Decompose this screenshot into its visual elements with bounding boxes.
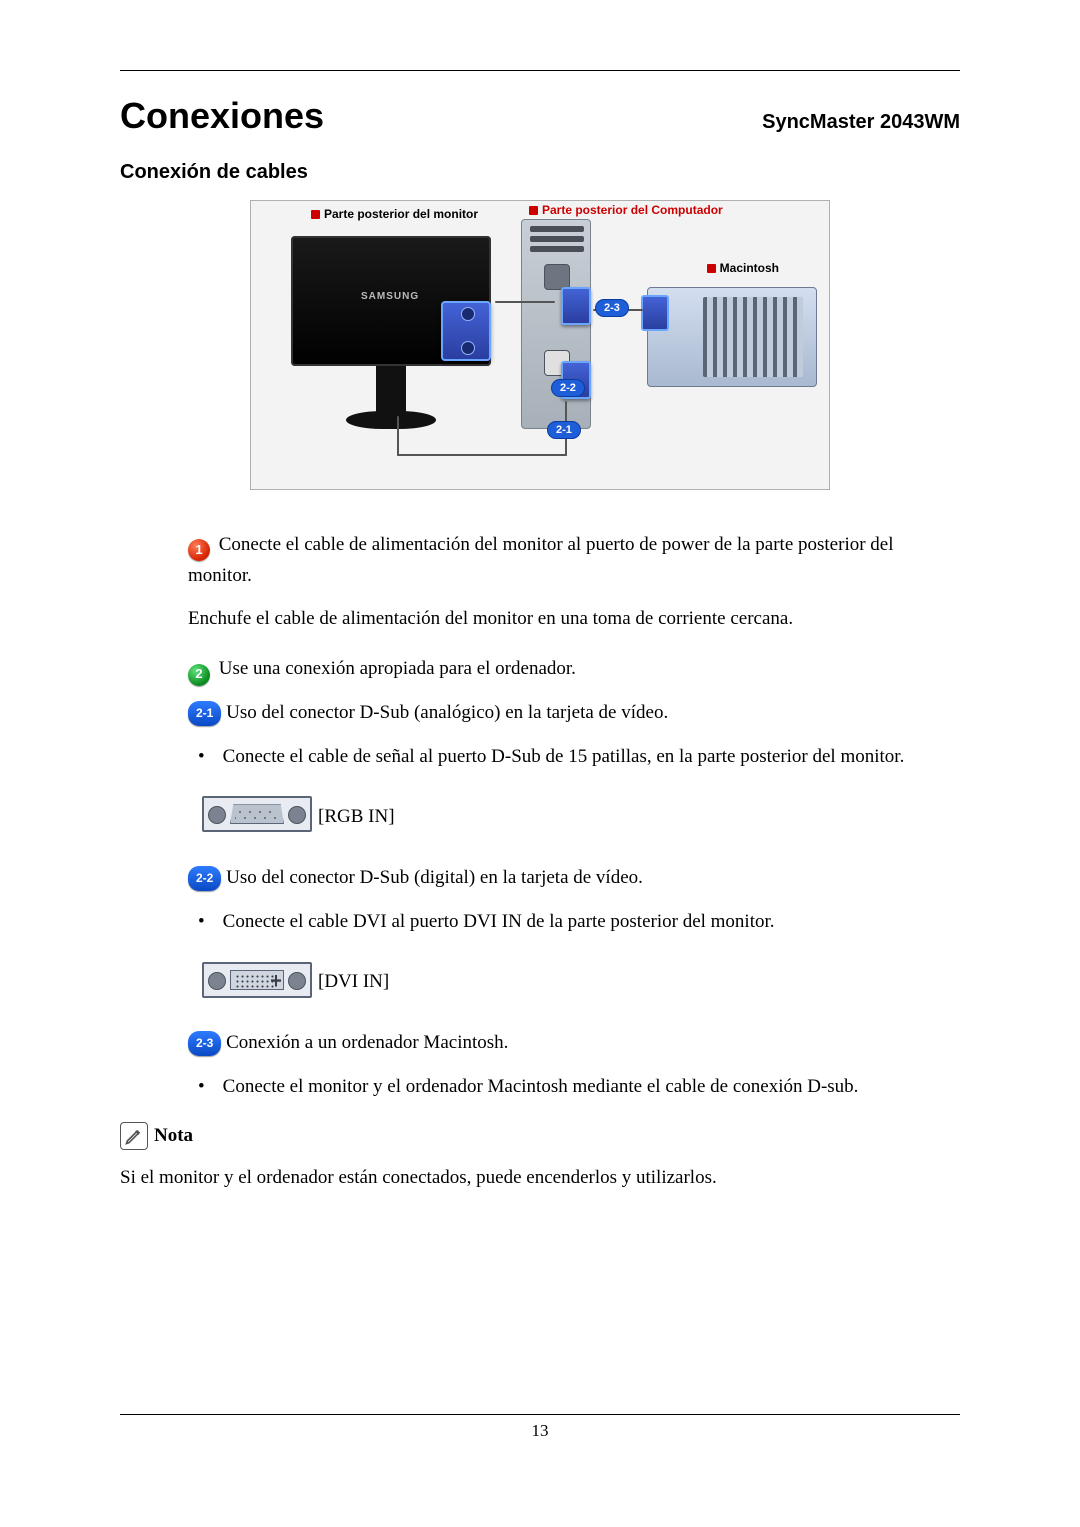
step-21: 2-1 Uso del conector D-Sub (analógico) e… xyxy=(188,698,960,728)
dvi-connector-row: [DVI IN] xyxy=(202,962,389,998)
monitor-base xyxy=(346,411,436,429)
note-label: Nota xyxy=(154,1121,193,1151)
product-name: SyncMaster 2043WM xyxy=(762,111,960,134)
monitor-stand xyxy=(376,366,406,416)
step-2-text: Use una conexión apropiada para el orden… xyxy=(219,658,576,679)
rgb-connector-row: [RGB IN] xyxy=(202,796,395,832)
monitor-connector-block xyxy=(441,301,491,361)
badge-1-wrap: 1 xyxy=(188,539,210,561)
bullet-23-text: Conecte el monitor y el ordenador Macint… xyxy=(223,1072,859,1102)
red-square-icon xyxy=(707,264,716,273)
rgb-label: [RGB IN] xyxy=(318,802,395,832)
step-21-text: Uso del conector D-Sub (analógico) en la… xyxy=(226,702,668,723)
diagram-tag-21: 2-1 xyxy=(547,421,581,439)
step-1b: Enchufe el cable de alimentación del mon… xyxy=(188,604,960,634)
wire xyxy=(397,454,567,456)
step-1a-text: Conecte el cable de alimentación del mon… xyxy=(188,534,894,586)
bullet-dot: • xyxy=(188,1072,205,1102)
mac-graphic xyxy=(647,287,817,387)
step-23-text: Conexión a un ordenador Macintosh. xyxy=(226,1032,508,1053)
bullet-21: • Conecte el cable de señal al puerto D-… xyxy=(188,742,960,772)
badge-2-wrap: 2 xyxy=(188,664,210,686)
mac-connector xyxy=(641,295,669,331)
pc-connector-upper xyxy=(561,287,591,325)
bottom-rule xyxy=(120,1414,960,1415)
wire xyxy=(397,416,399,456)
monitor-logo: SAMSUNG xyxy=(361,291,419,302)
step-23: 2-3 Conexión a un ordenador Macintosh. xyxy=(188,1028,960,1058)
note-row: Nota xyxy=(120,1121,960,1151)
red-square-icon xyxy=(529,206,538,215)
bullet-22: • Conecte el cable DVI al puerto DVI IN … xyxy=(188,907,960,937)
step-22-text: Uso del conector D-Sub (digital) en la t… xyxy=(226,867,643,888)
dvi-body xyxy=(230,970,284,990)
step-22: 2-2 Uso del conector D-Sub (digital) en … xyxy=(188,863,960,893)
bullet-21-text: Conecte el cable de señal al puerto D-Su… xyxy=(223,742,905,772)
page-number: 13 xyxy=(120,1421,960,1441)
step-1a: 1 Conecte el cable de alimentación del m… xyxy=(188,530,960,592)
wire xyxy=(495,301,555,303)
pc-slot xyxy=(530,226,584,232)
body-content: 1 Conecte el cable de alimentación del m… xyxy=(120,530,960,1194)
dvi-label: [DVI IN] xyxy=(318,967,389,997)
monitor-graphic: SAMSUNG xyxy=(291,236,491,436)
bullet-dot: • xyxy=(188,742,205,772)
number-badge-1: 1 xyxy=(188,539,210,561)
bullet-dot: • xyxy=(188,907,205,937)
sub-badge-21: 2-1 xyxy=(188,701,221,726)
bullet-23: • Conecte el monitor y el ordenador Maci… xyxy=(188,1072,960,1102)
page-title: Conexiones xyxy=(120,95,324,137)
sub-badge-22: 2-2 xyxy=(188,866,221,891)
screw-icon xyxy=(288,972,306,990)
dvi-connector-icon xyxy=(202,962,312,998)
diagram-label-computer: Parte posterior del Computador xyxy=(529,203,723,217)
note-text: Si el monitor y el ordenador están conec… xyxy=(120,1163,960,1193)
diagram-label-monitor: Parte posterior del monitor xyxy=(311,207,478,221)
vga-trapezoid xyxy=(230,804,284,824)
diagram-label-mac: Macintosh xyxy=(707,261,779,275)
pc-slot xyxy=(530,236,584,242)
red-square-icon xyxy=(311,210,320,219)
sub-badge-23: 2-3 xyxy=(188,1031,221,1056)
top-rule xyxy=(120,70,960,71)
step-2: 2 Use una conexión apropiada para el ord… xyxy=(188,654,960,685)
pc-slot xyxy=(530,246,584,252)
screw-icon xyxy=(288,806,306,824)
screw-icon xyxy=(208,806,226,824)
header-row: Conexiones SyncMaster 2043WM xyxy=(120,95,960,137)
diagram-container: Parte posterior del monitor Parte poster… xyxy=(120,200,960,490)
diagram-label-mac-text: Macintosh xyxy=(720,261,779,275)
step-1b-text: Enchufe el cable de alimentación del mon… xyxy=(188,608,793,629)
pencil-icon xyxy=(120,1122,148,1150)
bullet-22-text: Conecte el cable DVI al puerto DVI IN de… xyxy=(223,907,775,937)
connection-diagram: Parte posterior del monitor Parte poster… xyxy=(250,200,830,490)
number-badge-2: 2 xyxy=(188,664,210,686)
mac-vents xyxy=(703,297,803,377)
rgb-connector-icon xyxy=(202,796,312,832)
screw-icon xyxy=(208,972,226,990)
section-heading: Conexión de cables xyxy=(120,161,960,184)
diagram-tag-23: 2-3 xyxy=(595,299,629,317)
diagram-tag-22: 2-2 xyxy=(551,379,585,397)
diagram-label-computer-text: Parte posterior del Computador xyxy=(542,203,723,217)
diagram-label-monitor-text: Parte posterior del monitor xyxy=(324,207,478,221)
